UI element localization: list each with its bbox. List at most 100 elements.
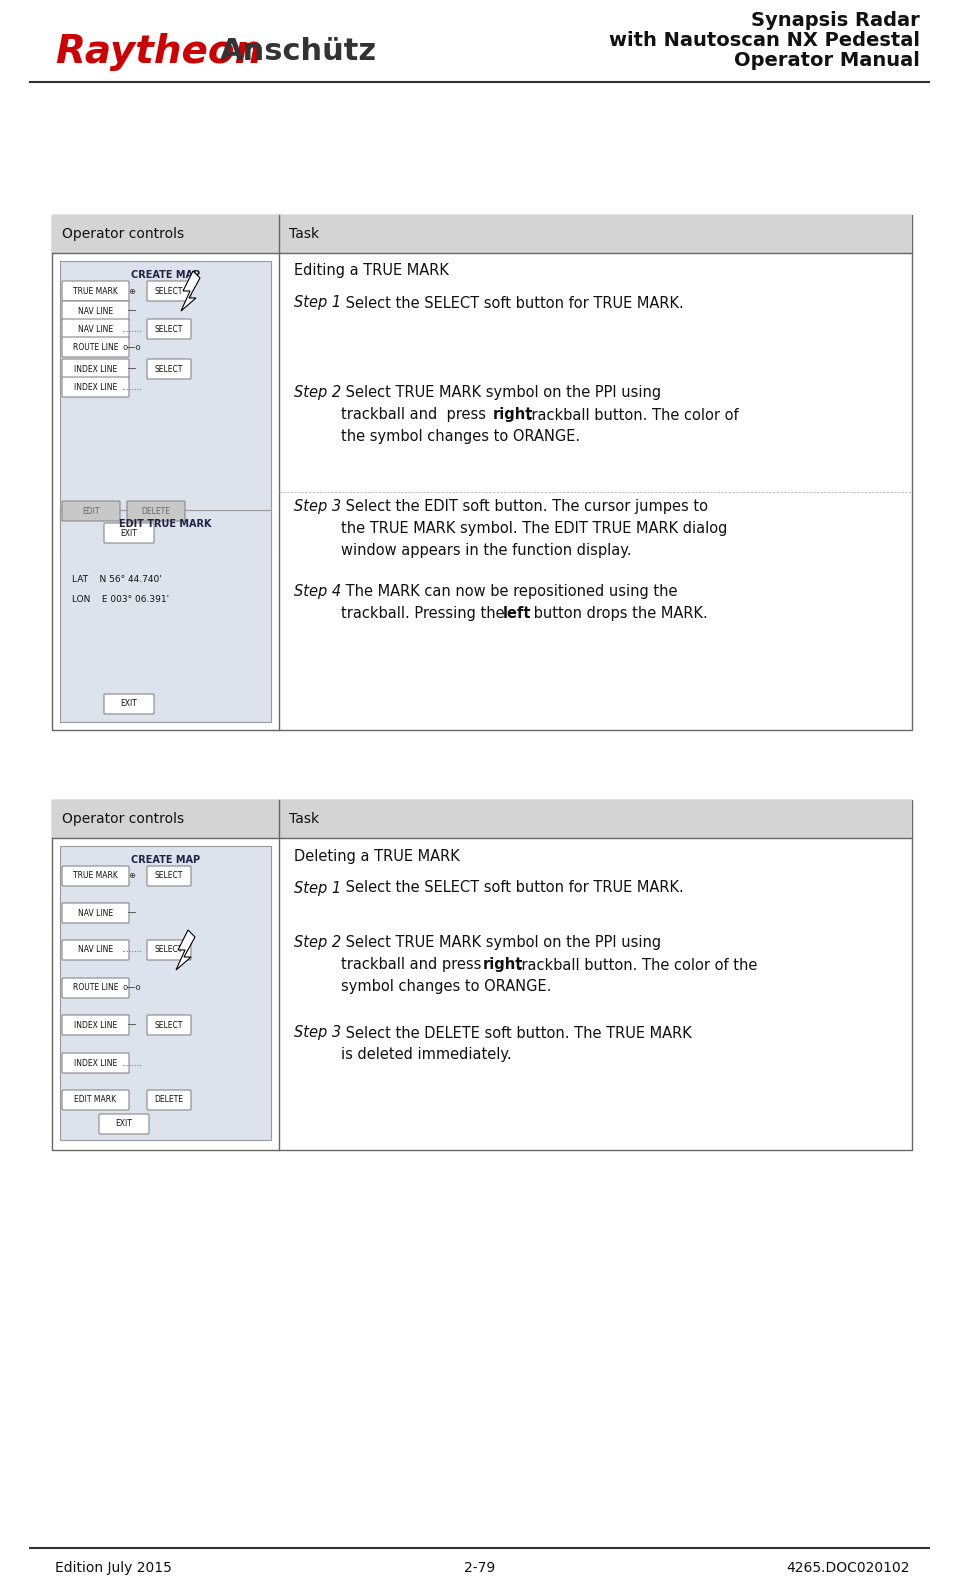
Text: SELECT: SELECT	[154, 364, 183, 374]
Text: —: —	[128, 307, 136, 315]
Text: ⊕: ⊕	[129, 872, 135, 880]
Text: LAT    N 56° 44.740': LAT N 56° 44.740'	[72, 576, 162, 584]
Text: trackball and  press: trackball and press	[341, 407, 491, 423]
Text: Task: Task	[289, 811, 319, 826]
Text: Deleting a TRUE MARK: Deleting a TRUE MARK	[294, 848, 459, 864]
Text: Step 2: Step 2	[294, 936, 341, 950]
Text: o—o: o—o	[123, 342, 141, 352]
Text: o—o: o—o	[123, 983, 141, 993]
Text: Select TRUE MARK symbol on the PPI using: Select TRUE MARK symbol on the PPI using	[341, 385, 661, 401]
Text: CREATE MAP: CREATE MAP	[131, 854, 200, 866]
Text: ........: ........	[122, 1058, 143, 1068]
Text: LON    E 003° 06.391': LON E 003° 06.391'	[72, 595, 169, 605]
Text: Synapsis Radar: Synapsis Radar	[751, 11, 920, 30]
FancyBboxPatch shape	[62, 337, 129, 356]
Text: CREATE MAP: CREATE MAP	[131, 270, 200, 280]
Text: DELETE: DELETE	[154, 1096, 183, 1104]
Text: with Nautoscan NX Pedestal: with Nautoscan NX Pedestal	[609, 30, 920, 49]
Text: EXIT: EXIT	[121, 528, 137, 538]
Text: SELECT: SELECT	[154, 286, 183, 296]
Text: trackball button. The color of: trackball button. The color of	[521, 407, 738, 423]
Text: INDEX LINE: INDEX LINE	[74, 1058, 117, 1068]
FancyBboxPatch shape	[62, 282, 129, 301]
Text: SELECT: SELECT	[154, 1020, 183, 1029]
Text: window appears in the function display.: window appears in the function display.	[341, 543, 631, 558]
FancyBboxPatch shape	[62, 301, 129, 321]
Polygon shape	[181, 270, 200, 310]
Text: INDEX LINE: INDEX LINE	[74, 1020, 117, 1029]
FancyBboxPatch shape	[147, 360, 191, 379]
FancyBboxPatch shape	[104, 694, 154, 714]
FancyBboxPatch shape	[147, 940, 191, 959]
Text: Select the DELETE soft button. The TRUE MARK: Select the DELETE soft button. The TRUE …	[341, 1026, 691, 1041]
Text: Step 2: Step 2	[294, 385, 341, 401]
Text: ROUTE LINE: ROUTE LINE	[73, 983, 118, 993]
Text: trackball. Pressing the: trackball. Pressing the	[341, 606, 509, 620]
Text: right: right	[493, 407, 533, 423]
FancyBboxPatch shape	[147, 1090, 191, 1111]
Text: Editing a TRUE MARK: Editing a TRUE MARK	[294, 264, 449, 278]
FancyBboxPatch shape	[99, 1114, 149, 1134]
Text: INDEX LINE: INDEX LINE	[74, 364, 117, 374]
Text: NAV LINE: NAV LINE	[78, 945, 113, 955]
Text: ........: ........	[122, 945, 143, 955]
FancyBboxPatch shape	[62, 1090, 129, 1111]
Text: Select the EDIT soft button. The cursor jumpes to: Select the EDIT soft button. The cursor …	[341, 500, 708, 514]
Text: is deleted immediately.: is deleted immediately.	[341, 1047, 511, 1063]
FancyBboxPatch shape	[62, 360, 129, 379]
Text: EDIT: EDIT	[82, 506, 100, 515]
Text: SELECT: SELECT	[154, 872, 183, 880]
Bar	[52, 800, 912, 838]
Text: SELECT: SELECT	[154, 945, 183, 955]
Text: EXIT: EXIT	[121, 700, 137, 708]
Text: Select TRUE MARK symbol on the PPI using: Select TRUE MARK symbol on the PPI using	[341, 936, 661, 950]
Text: Operator Manual: Operator Manual	[735, 51, 920, 70]
Text: button drops the MARK.: button drops the MARK.	[529, 606, 708, 620]
Text: trackball button. The color of the: trackball button. The color of the	[511, 958, 758, 972]
FancyBboxPatch shape	[62, 1053, 129, 1072]
Text: ........: ........	[122, 382, 143, 391]
FancyBboxPatch shape	[147, 866, 191, 886]
Bar	[60, 261, 271, 554]
Text: right: right	[483, 958, 524, 972]
FancyBboxPatch shape	[62, 320, 129, 339]
Text: Select the SELECT soft button for TRUE MARK.: Select the SELECT soft button for TRUE M…	[341, 880, 684, 896]
FancyBboxPatch shape	[62, 866, 129, 886]
Bar	[60, 846, 271, 1141]
FancyBboxPatch shape	[62, 1015, 129, 1036]
Text: Operator controls: Operator controls	[62, 811, 184, 826]
Text: EDIT MARK: EDIT MARK	[75, 1096, 117, 1104]
Bar	[60, 511, 271, 722]
Text: —: —	[128, 364, 136, 374]
Text: SELECT: SELECT	[154, 325, 183, 334]
Text: 2-79: 2-79	[464, 1561, 495, 1575]
Bar	[52, 215, 912, 730]
Text: EDIT TRUE MARK: EDIT TRUE MARK	[119, 519, 212, 528]
Text: Raytheon: Raytheon	[55, 33, 262, 72]
FancyBboxPatch shape	[127, 501, 185, 520]
FancyBboxPatch shape	[104, 523, 154, 543]
Text: ........: ........	[122, 325, 143, 334]
FancyBboxPatch shape	[62, 501, 120, 520]
FancyBboxPatch shape	[147, 1015, 191, 1036]
FancyBboxPatch shape	[62, 377, 129, 398]
Text: 4265.DOC020102: 4265.DOC020102	[786, 1561, 910, 1575]
Text: Step 3: Step 3	[294, 500, 341, 514]
Bar	[52, 215, 912, 253]
Text: trackball and press: trackball and press	[341, 958, 486, 972]
Text: Step 1: Step 1	[294, 880, 341, 896]
Text: ROUTE LINE: ROUTE LINE	[73, 342, 118, 352]
FancyBboxPatch shape	[62, 978, 129, 998]
Text: NAV LINE: NAV LINE	[78, 908, 113, 918]
Text: Step 1: Step 1	[294, 296, 341, 310]
Text: TRUE MARK: TRUE MARK	[73, 286, 118, 296]
FancyBboxPatch shape	[62, 904, 129, 923]
Text: DELETE: DELETE	[142, 506, 171, 515]
Text: Edition July 2015: Edition July 2015	[55, 1561, 172, 1575]
Polygon shape	[176, 931, 195, 971]
Text: Step 3: Step 3	[294, 1026, 341, 1041]
FancyBboxPatch shape	[147, 320, 191, 339]
Text: —: —	[128, 908, 136, 918]
Text: Select the SELECT soft button for TRUE MARK.: Select the SELECT soft button for TRUE M…	[341, 296, 684, 310]
Text: NAV LINE: NAV LINE	[78, 325, 113, 334]
